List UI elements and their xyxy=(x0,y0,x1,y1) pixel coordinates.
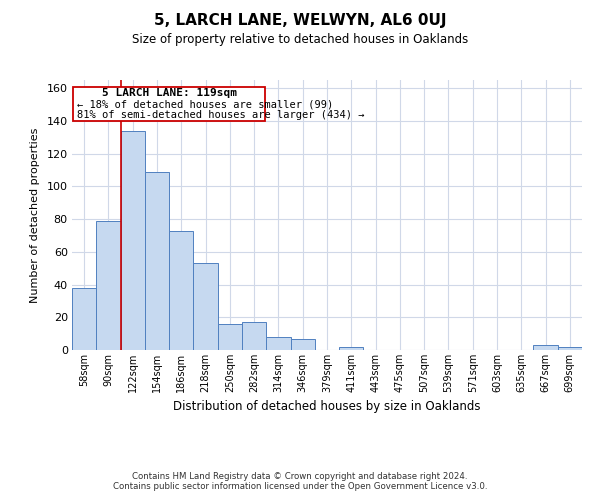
Y-axis label: Number of detached properties: Number of detached properties xyxy=(30,128,40,302)
Bar xyxy=(290,338,315,350)
Text: Size of property relative to detached houses in Oaklands: Size of property relative to detached ho… xyxy=(132,32,468,46)
Bar xyxy=(145,172,169,350)
Bar xyxy=(169,230,193,350)
Bar xyxy=(218,324,242,350)
Bar xyxy=(121,130,145,350)
Bar xyxy=(193,264,218,350)
Bar xyxy=(266,337,290,350)
Text: Contains public sector information licensed under the Open Government Licence v3: Contains public sector information licen… xyxy=(113,482,487,491)
Bar xyxy=(96,220,121,350)
Bar xyxy=(72,288,96,350)
Text: 5 LARCH LANE: 119sqm: 5 LARCH LANE: 119sqm xyxy=(101,88,236,98)
Bar xyxy=(558,346,582,350)
Text: 5, LARCH LANE, WELWYN, AL6 0UJ: 5, LARCH LANE, WELWYN, AL6 0UJ xyxy=(154,12,446,28)
Bar xyxy=(533,345,558,350)
X-axis label: Distribution of detached houses by size in Oaklands: Distribution of detached houses by size … xyxy=(173,400,481,413)
Text: 81% of semi-detached houses are larger (434) →: 81% of semi-detached houses are larger (… xyxy=(77,110,364,120)
Bar xyxy=(242,322,266,350)
Text: Contains HM Land Registry data © Crown copyright and database right 2024.: Contains HM Land Registry data © Crown c… xyxy=(132,472,468,481)
FancyBboxPatch shape xyxy=(73,86,265,121)
Text: ← 18% of detached houses are smaller (99): ← 18% of detached houses are smaller (99… xyxy=(77,100,333,110)
Bar xyxy=(339,346,364,350)
